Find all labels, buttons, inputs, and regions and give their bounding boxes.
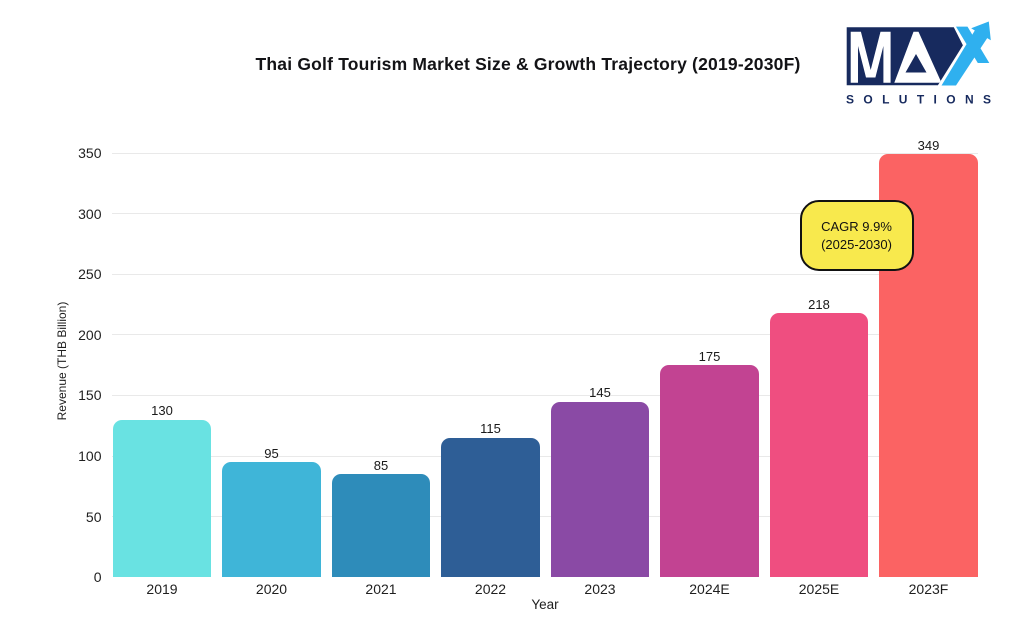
x-axis-title: Year [531, 597, 559, 612]
chart-title: Thai Golf Tourism Market Size & Growth T… [255, 54, 801, 74]
y-tick-label-350: 350 [78, 145, 102, 162]
cagr-callout: CAGR 9.9% (2025-2030) [799, 200, 914, 271]
cagr-callout-line1: CAGR 9.9% [821, 218, 892, 234]
bar-2019 [112, 419, 212, 578]
bar-value-2023: 145 [589, 385, 611, 400]
y-tick-label-50: 50 [85, 508, 102, 525]
bar-2025E [769, 313, 869, 578]
y-tick-label-200: 200 [78, 326, 102, 343]
y-tick-label-300: 300 [78, 205, 102, 222]
gridline-100 [111, 455, 978, 457]
bar-value-2024E: 175 [698, 348, 721, 364]
x-tick-label-2023: 2023 [584, 580, 616, 597]
bar-2024E [660, 365, 759, 578]
bar-2021 [331, 474, 431, 578]
y-tick-label-250: 250 [78, 266, 102, 283]
bar-value-2021: 85 [373, 457, 389, 473]
gridline-50 [111, 516, 978, 518]
x-tick-label-2021: 2021 [365, 580, 397, 597]
cagr-callout-line2: (2025-2030) [821, 236, 892, 252]
gridline-150 [111, 394, 978, 396]
y-tick-label-150: 150 [78, 387, 102, 404]
bar-value-2022: 115 [480, 421, 501, 437]
x-tick-label-2024E: 2024E [689, 580, 730, 597]
x-tick-label-2020: 2020 [255, 580, 288, 597]
x-tick-label-2019: 2019 [146, 580, 178, 597]
x-tick-label-2025E: 2025E [798, 580, 840, 597]
bar-value-2025E: 218 [808, 296, 830, 312]
bar-value-2020: 95 [264, 445, 279, 461]
bar-2022 [441, 437, 540, 578]
bar-2023 [550, 401, 650, 578]
bar-2020 [222, 462, 321, 578]
gridline-250 [111, 273, 978, 275]
logo-x-rising-stroke-arrow [941, 21, 991, 86]
max-solutions-logo: SOLUTIONS [846, 21, 991, 107]
y-axis-title: Revenue (THB Billion) [55, 301, 69, 421]
gridline-350 [111, 152, 978, 154]
x-tick-label-2022: 2022 [474, 580, 507, 597]
logo-letter-m [850, 31, 891, 83]
y-tick-label-100: 100 [78, 448, 102, 465]
logo-subtext: SOLUTIONS [846, 93, 991, 107]
bar-value-2023F: 349 [917, 137, 940, 153]
gridline-300 [111, 213, 978, 215]
gridline-200 [111, 334, 978, 336]
y-tick-label-0: 0 [93, 569, 102, 586]
logo-letter-a [894, 31, 942, 83]
x-tick-label-2023F: 2023F [908, 580, 949, 597]
bar-value-2019: 130 [151, 403, 173, 419]
